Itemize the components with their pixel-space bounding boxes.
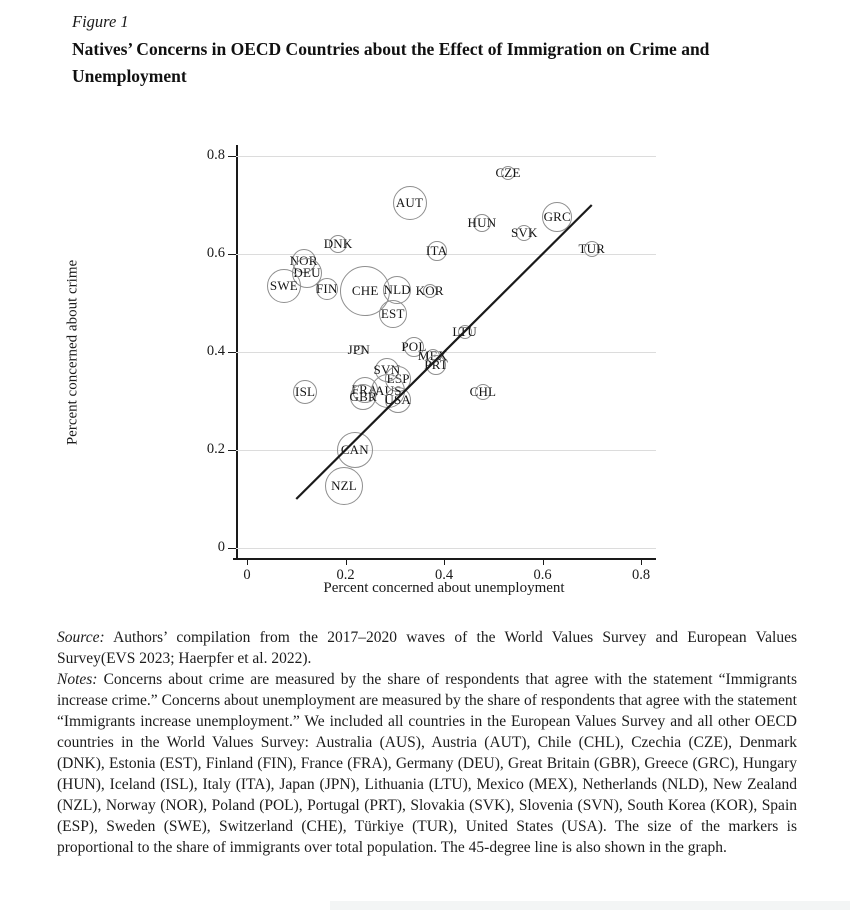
bubble-label-aut: AUT — [395, 194, 424, 210]
y-axis-line — [236, 145, 238, 558]
bubble-label-ita: ITA — [426, 242, 448, 258]
x-tick-0.4 — [444, 558, 446, 565]
bubble-label-isl: ISL — [295, 384, 316, 400]
source-text: Authors’ compilation from the 2017–2020 … — [57, 629, 797, 667]
figure-label: Figure 1 — [72, 12, 129, 31]
bubble-label-chl: CHL — [469, 384, 497, 400]
bubble-label-svk: SVK — [510, 224, 538, 240]
x-tick-label-0.2: 0.2 — [336, 567, 355, 583]
x-tick-0 — [247, 558, 249, 565]
y-tick-0.4 — [228, 352, 236, 354]
x-tick-0.8 — [641, 558, 643, 565]
bubble-label-dnk: DNK — [323, 236, 353, 252]
source-line: Source: Authors’ compilation from the 20… — [57, 627, 797, 669]
bubble-label-usa: USA — [384, 392, 411, 408]
bubble-label-kor: KOR — [415, 282, 444, 298]
x-tick-label-0: 0 — [243, 567, 251, 583]
page-bottom-artifact — [330, 901, 850, 910]
y-tick-0 — [228, 548, 236, 550]
scatter-chart: 0 0.2 0.4 0.6 0.8 0 0.2 0.4 0.6 0.8 CZE AUT GRC HUN SV… — [0, 128, 850, 620]
y-tick-label-0.8: 0.8 — [206, 147, 225, 163]
bubble-label-ltu: LTU — [452, 324, 478, 340]
bubble-cze — [501, 166, 516, 181]
bubble-label-est: EST — [380, 306, 405, 322]
y-tick-label-0.2: 0.2 — [206, 441, 225, 457]
figure-title: Natives’ Concerns in OECD Countries abou… — [72, 39, 710, 86]
y-tick-label-0.4: 0.4 — [206, 343, 225, 359]
gridline-y-0.8 — [236, 156, 656, 157]
y-tick-label-0.6: 0.6 — [206, 245, 225, 261]
y-tick-0.6 — [228, 254, 236, 256]
notes-line: Notes: Concerns about crime are measured… — [57, 669, 797, 858]
bubble-label-nzl: NZL — [331, 477, 357, 493]
bubble-label-can: CAN — [340, 442, 369, 457]
figure-caption: Source: Authors’ compilation from the 20… — [57, 627, 797, 858]
bubble-label-swe: SWE — [269, 277, 298, 293]
y-tick-0.2 — [228, 450, 236, 452]
gridline-y-0 — [236, 548, 656, 549]
x-tick-label-0.4: 0.4 — [434, 567, 454, 583]
x-tick-label-0.8: 0.8 — [631, 567, 651, 583]
x-tick-0.6 — [542, 558, 544, 565]
y-tick-label-0: 0 — [217, 539, 225, 555]
gridline-y-0.2 — [236, 450, 656, 451]
x-tick-label-0.6: 0.6 — [533, 567, 552, 583]
source-label: Source: — [57, 629, 105, 646]
x-axis-title: Percent concerned about unemployment — [323, 580, 565, 596]
y-axis-title: Percent concerned about crime — [64, 259, 81, 446]
bubble-label-tur: TUR — [578, 241, 606, 257]
bubble-label-grc: GRC — [543, 209, 571, 225]
notes-text: Concerns about crime are measured by the… — [57, 671, 798, 856]
y-tick-0.8 — [228, 156, 236, 158]
bubble-label-cze: CZE — [495, 165, 521, 181]
x-tick-0.2 — [345, 558, 347, 565]
notes-label: Notes: — [57, 671, 98, 688]
